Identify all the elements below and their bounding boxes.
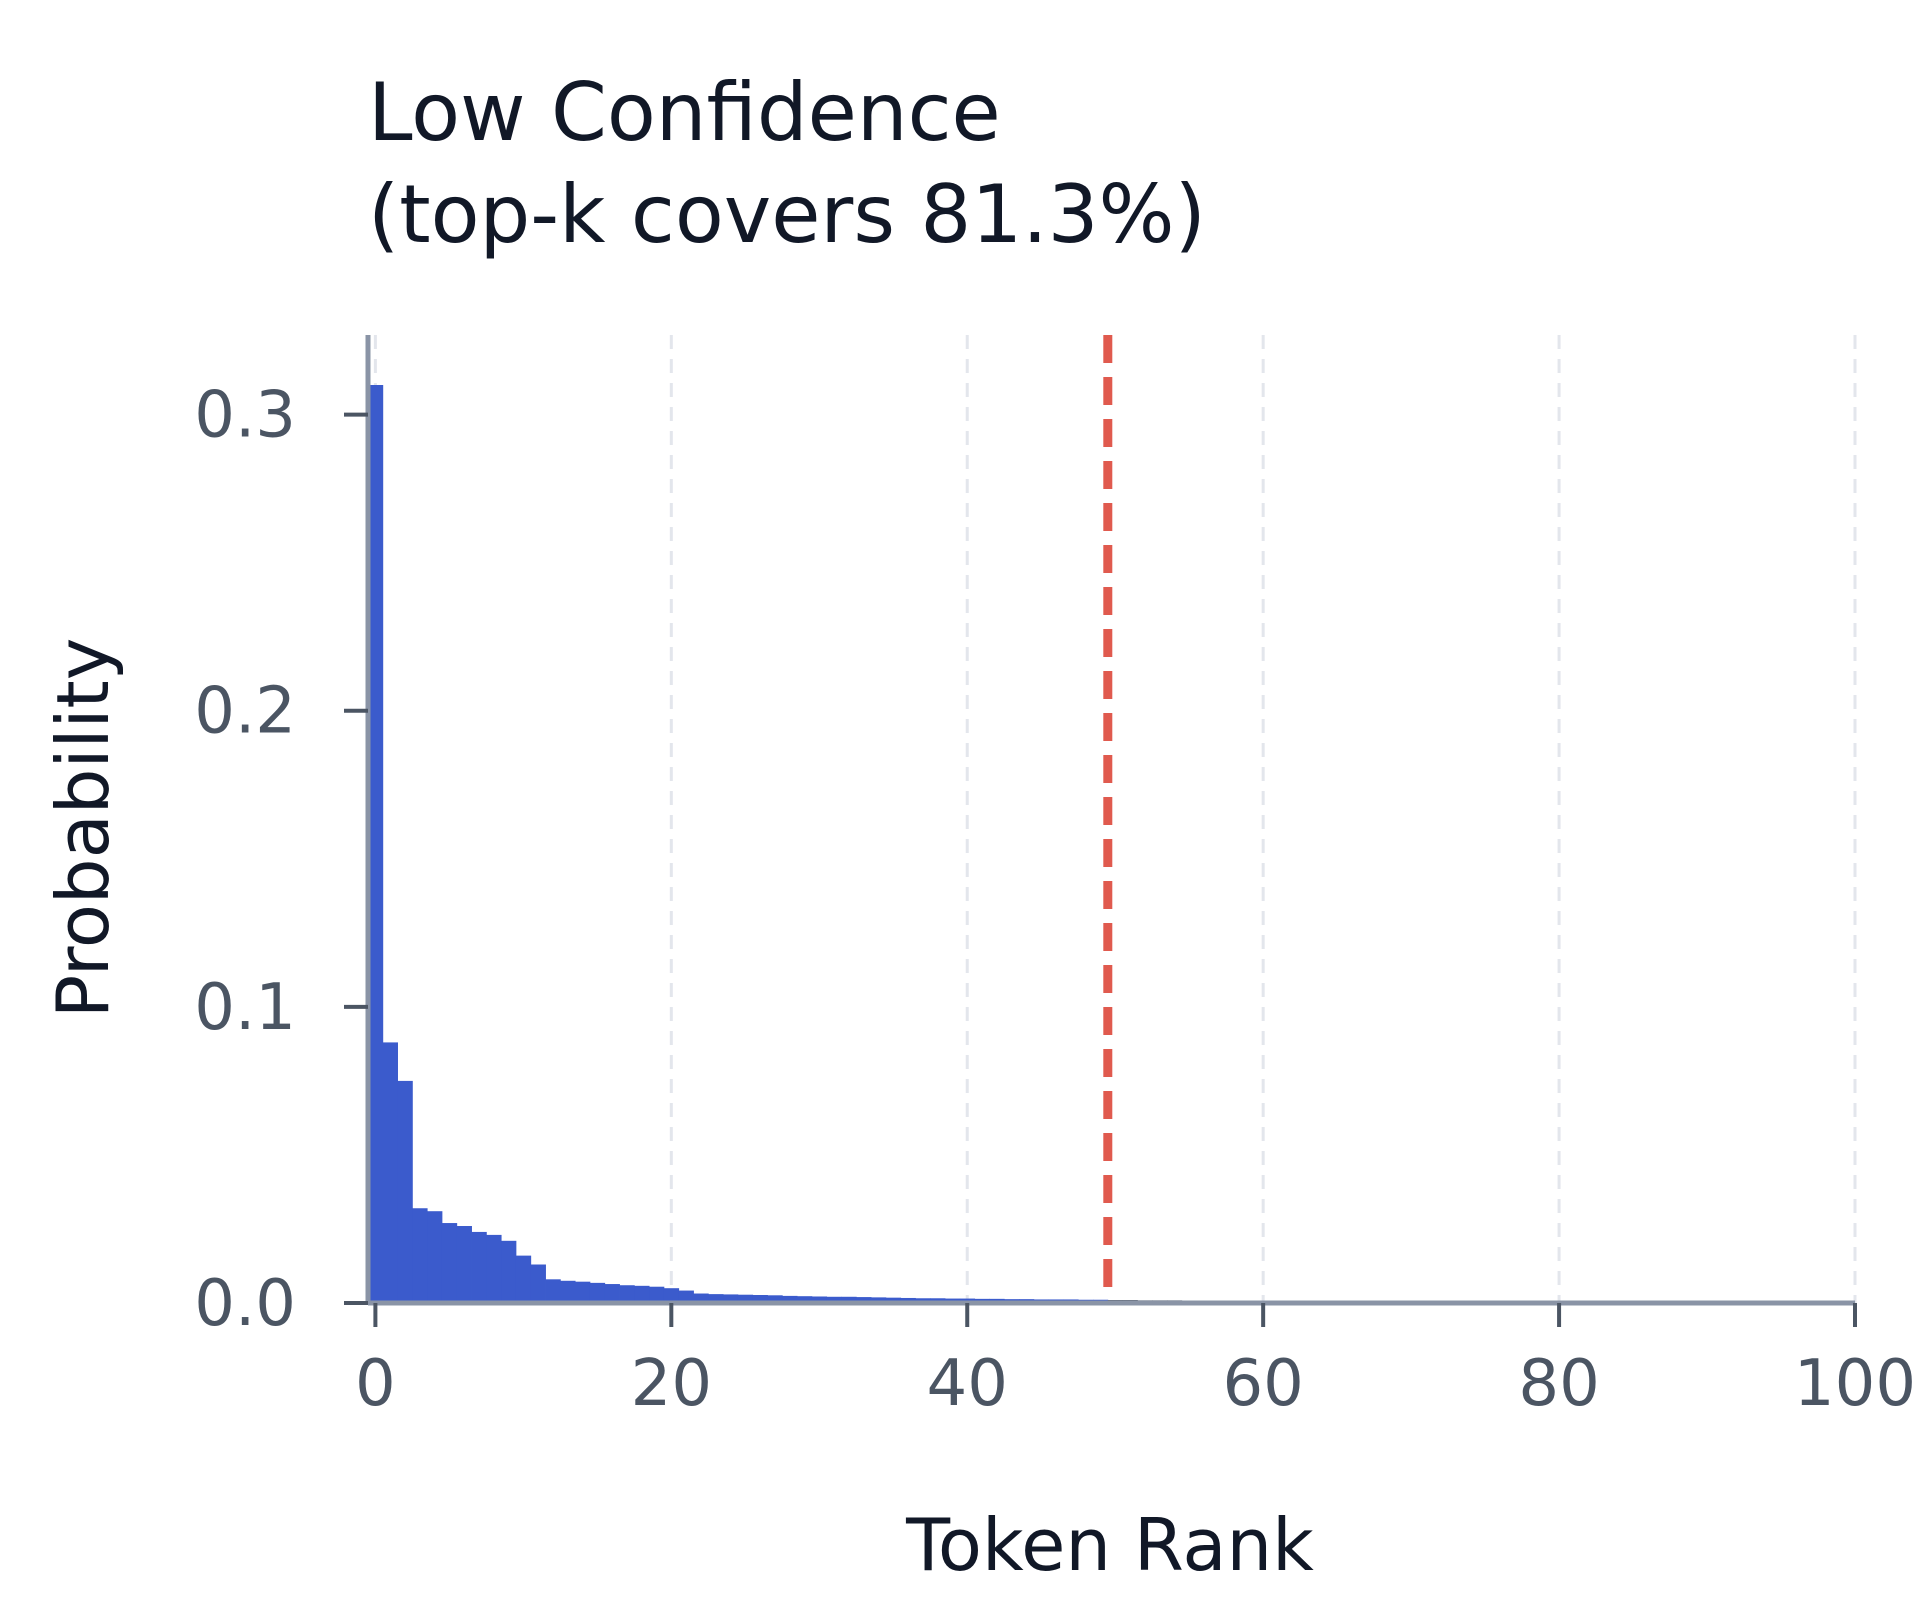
ticks: 0 20 40 60 80 100 0.0 0.1 0.2 0.3 <box>194 379 1916 1421</box>
bar-rank-35 <box>885 1297 902 1303</box>
bar-rank-2 <box>397 1080 413 1303</box>
x-tick-label-40: 40 <box>927 1347 1008 1421</box>
axes <box>365 335 1855 1306</box>
x-tick-label-80: 80 <box>1518 1347 1599 1421</box>
bar-rank-12 <box>545 1279 561 1303</box>
y-tick-label-0.1: 0.1 <box>194 971 296 1045</box>
bar-rank-29 <box>797 1296 813 1303</box>
bar-rank-23 <box>708 1294 724 1303</box>
bar-rank-1 <box>382 1042 398 1303</box>
bar-rank-33 <box>856 1297 872 1303</box>
bar-rank-19 <box>649 1286 665 1303</box>
bar-rank-31 <box>826 1296 842 1303</box>
chart-title: Low Confidence (top-k covers 81.3%) <box>368 66 1206 261</box>
bars <box>368 385 1849 1303</box>
bar-rank-22 <box>693 1293 709 1303</box>
bar-rank-6 <box>456 1226 472 1303</box>
bar-rank-20 <box>663 1288 680 1303</box>
bar-rank-11 <box>530 1264 546 1303</box>
bar-rank-34 <box>871 1297 887 1303</box>
bar-rank-0 <box>368 385 384 1303</box>
chart-title-line-2: (top-k covers 81.3%) <box>368 168 1206 261</box>
bar-rank-7 <box>471 1231 487 1303</box>
bar-rank-32 <box>841 1296 857 1303</box>
bar-rank-21 <box>678 1290 694 1303</box>
bar-rank-15 <box>589 1282 606 1303</box>
bar-rank-3 <box>412 1208 428 1303</box>
y-tick-label-0.0: 0.0 <box>194 1267 296 1341</box>
bar-rank-14 <box>575 1281 591 1303</box>
bar-rank-27 <box>767 1295 783 1303</box>
x-axis-title: Token Rank <box>905 1503 1314 1587</box>
bar-rank-8 <box>486 1234 502 1303</box>
y-tick-label-0.2: 0.2 <box>194 675 296 749</box>
bar-rank-13 <box>560 1280 576 1303</box>
y-tick-label-0.3: 0.3 <box>194 379 296 453</box>
bar-rank-5 <box>441 1223 458 1303</box>
bar-rank-4 <box>427 1211 443 1303</box>
y-axis-title: Probability <box>41 638 125 1019</box>
x-tick-label-20: 20 <box>631 1347 712 1421</box>
x-tick-label-0: 0 <box>355 1347 396 1421</box>
chart-title-line-1: Low Confidence <box>368 66 1001 159</box>
bar-rank-30 <box>811 1296 828 1303</box>
bar-rank-28 <box>782 1295 798 1303</box>
bar-rank-24 <box>723 1294 739 1303</box>
bar-rank-36 <box>900 1297 916 1303</box>
bar-rank-10 <box>515 1255 532 1303</box>
x-gridlines <box>373 335 1857 1303</box>
bar-rank-26 <box>752 1295 768 1303</box>
x-tick-label-100: 100 <box>1794 1347 1916 1421</box>
bar-rank-25 <box>737 1294 754 1303</box>
bar-rank-18 <box>634 1285 650 1303</box>
bar-rank-9 <box>501 1240 517 1303</box>
bar-rank-16 <box>604 1284 620 1303</box>
x-tick-label-60: 60 <box>1222 1347 1303 1421</box>
bar-rank-17 <box>619 1285 635 1303</box>
